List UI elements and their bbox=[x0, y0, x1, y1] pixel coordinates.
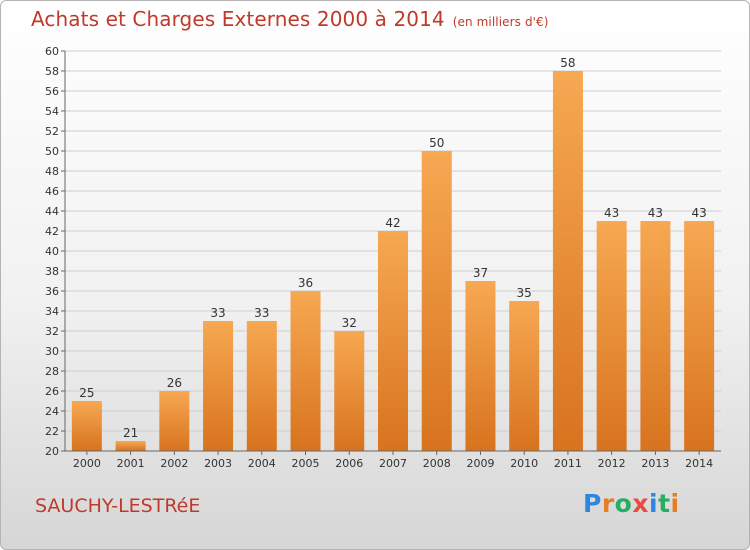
y-tick-label: 24 bbox=[45, 405, 59, 418]
y-tick-label: 58 bbox=[45, 65, 59, 78]
y-tick-label: 22 bbox=[45, 425, 59, 438]
bar bbox=[509, 301, 540, 451]
bar-value-label: 36 bbox=[298, 276, 313, 290]
y-tick-label: 60 bbox=[45, 45, 59, 58]
bar bbox=[465, 281, 496, 451]
x-tick-label: 2006 bbox=[335, 457, 363, 470]
bar bbox=[290, 291, 321, 451]
x-tick-label: 2005 bbox=[292, 457, 320, 470]
bar-value-label: 43 bbox=[604, 206, 619, 220]
bar bbox=[115, 441, 146, 451]
logo-letter: P bbox=[583, 489, 602, 518]
logo-letter: o bbox=[614, 489, 633, 518]
logo-letter: t bbox=[658, 489, 671, 518]
x-tick-label: 2011 bbox=[554, 457, 582, 470]
chart-title: Achats et Charges Externes 2000 à 2014 (e… bbox=[31, 7, 549, 31]
commune-name: SAUCHY-LESTRéE bbox=[35, 495, 201, 517]
x-tick-label: 2012 bbox=[598, 457, 626, 470]
y-tick-label: 26 bbox=[45, 385, 59, 398]
x-tick-label: 2008 bbox=[423, 457, 451, 470]
logo-letter: r bbox=[601, 489, 615, 518]
y-tick-label: 28 bbox=[45, 365, 59, 378]
logo-letter: i bbox=[670, 489, 680, 518]
x-tick-label: 2002 bbox=[160, 457, 188, 470]
x-tick-label: 2004 bbox=[248, 457, 276, 470]
bar-value-label: 25 bbox=[79, 386, 94, 400]
bar-value-label: 33 bbox=[210, 306, 225, 320]
y-tick-label: 50 bbox=[45, 145, 59, 158]
chart-title-text: Achats et Charges Externes 2000 à 2014 bbox=[31, 7, 445, 31]
x-tick-label: 2000 bbox=[73, 457, 101, 470]
x-tick-label: 2013 bbox=[641, 457, 669, 470]
x-tick-label: 2014 bbox=[685, 457, 713, 470]
bar-value-label: 50 bbox=[429, 136, 444, 150]
y-tick-label: 54 bbox=[45, 105, 59, 118]
y-tick-label: 42 bbox=[45, 225, 59, 238]
proxiti-logo: Proxiti bbox=[583, 489, 680, 518]
x-tick-label: 2007 bbox=[379, 457, 407, 470]
bar bbox=[203, 321, 234, 451]
bar-value-label: 42 bbox=[385, 216, 400, 230]
bar-value-label: 35 bbox=[517, 286, 532, 300]
x-tick-label: 2003 bbox=[204, 457, 232, 470]
bar bbox=[684, 221, 715, 451]
bar-value-label: 21 bbox=[123, 426, 138, 440]
y-tick-label: 34 bbox=[45, 305, 59, 318]
x-tick-label: 2009 bbox=[466, 457, 494, 470]
bar bbox=[159, 391, 190, 451]
y-tick-label: 36 bbox=[45, 285, 59, 298]
bar-value-label: 33 bbox=[254, 306, 269, 320]
x-tick-label: 2010 bbox=[510, 457, 538, 470]
bar-value-label: 26 bbox=[167, 376, 182, 390]
logo-letter: x bbox=[632, 489, 649, 518]
bar-value-label: 43 bbox=[691, 206, 706, 220]
bar bbox=[71, 401, 102, 451]
bar bbox=[596, 221, 627, 451]
y-tick-label: 48 bbox=[45, 165, 59, 178]
bar bbox=[334, 331, 365, 451]
y-tick-label: 38 bbox=[45, 265, 59, 278]
y-tick-label: 32 bbox=[45, 325, 59, 338]
bar bbox=[421, 151, 452, 451]
bar bbox=[552, 71, 583, 451]
y-tick-label: 56 bbox=[45, 85, 59, 98]
bar bbox=[246, 321, 277, 451]
bar-value-label: 32 bbox=[342, 316, 357, 330]
bar-value-label: 43 bbox=[648, 206, 663, 220]
y-tick-label: 52 bbox=[45, 125, 59, 138]
bar-value-label: 37 bbox=[473, 266, 488, 280]
y-tick-label: 40 bbox=[45, 245, 59, 258]
y-tick-label: 30 bbox=[45, 345, 59, 358]
y-tick-label: 46 bbox=[45, 185, 59, 198]
logo-letter: i bbox=[649, 489, 659, 518]
chart-subtitle: (en milliers d'€) bbox=[452, 15, 549, 29]
bar bbox=[640, 221, 671, 451]
bar bbox=[378, 231, 408, 451]
y-tick-label: 20 bbox=[45, 445, 59, 458]
x-tick-label: 2001 bbox=[117, 457, 145, 470]
y-tick-label: 44 bbox=[45, 205, 59, 218]
bar-value-label: 58 bbox=[560, 56, 575, 70]
